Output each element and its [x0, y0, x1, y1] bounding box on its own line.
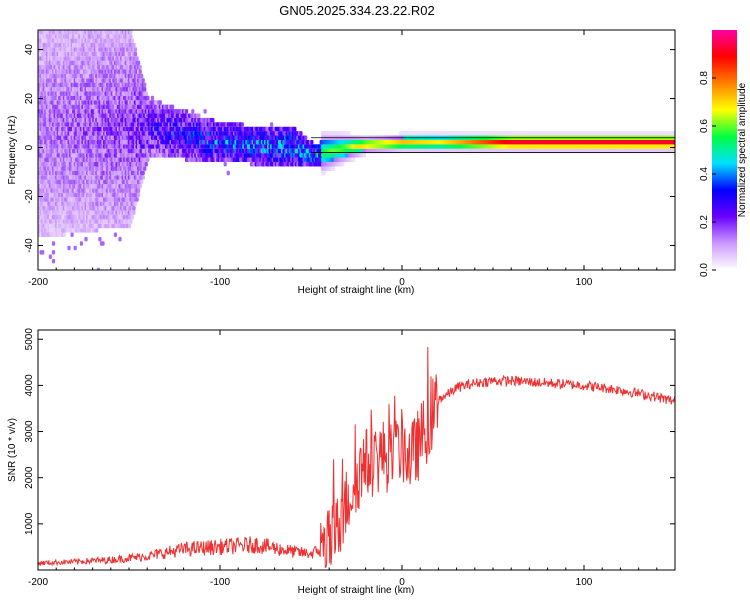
heatmap-cell — [158, 100, 162, 105]
heatmap-cell — [223, 162, 227, 167]
heatmap-cell — [137, 192, 141, 198]
heatmap-cell — [113, 232, 117, 237]
heatmap-cell — [143, 166, 147, 171]
heatmap-cell — [143, 82, 147, 88]
heatmap-cell — [67, 245, 71, 251]
heatmap-cell — [48, 254, 52, 259]
heatmap-cell — [130, 38, 134, 43]
heatmap-cell — [185, 109, 189, 114]
heatmap-cell — [84, 236, 88, 242]
heatmap-cell — [137, 188, 141, 193]
heatmap-cell — [132, 42, 136, 48]
heatmap-cell — [140, 73, 144, 79]
figure-title: GN05.2025.334.23.22.R02 — [279, 3, 434, 18]
heatmap-cell — [270, 122, 274, 127]
heatmap-cell — [135, 197, 139, 202]
heatmap-cell — [352, 157, 356, 162]
heatmap-cell — [137, 60, 141, 66]
heatmap-cell — [70, 232, 74, 237]
heatmap-cell — [171, 104, 175, 110]
heatmap-cell — [146, 157, 150, 162]
heatmap-cell — [79, 241, 83, 246]
heatmap-cell — [127, 223, 131, 229]
heatmap-cell — [73, 245, 77, 251]
heatmap-cell — [132, 210, 136, 215]
heatmap-cell — [51, 258, 56, 264]
heatmap-cell — [133, 47, 138, 52]
heatmap-cell — [129, 34, 133, 39]
heatmap-cell — [96, 267, 100, 270]
heatmap-cell — [140, 179, 144, 185]
heatmap-cell — [95, 228, 99, 233]
heatmap-cell — [51, 250, 56, 255]
heatmap-cell — [226, 170, 230, 176]
heatmap-cell — [98, 236, 102, 242]
heatmap-cell — [118, 236, 122, 242]
heatmap-cell — [240, 122, 244, 127]
heatmap-cell — [141, 175, 145, 180]
heatmap-cell — [203, 109, 207, 114]
heatmap-cell — [150, 95, 155, 101]
heatmap-cell — [322, 170, 326, 176]
heatmap-cell — [51, 241, 56, 246]
heatmap-cell — [138, 69, 142, 74]
heatmap-cell — [141, 170, 145, 176]
heatmap-cell — [347, 131, 351, 136]
heatmap-cell — [331, 166, 336, 171]
heatmap-cell — [138, 65, 142, 70]
heatmap-cell — [304, 135, 308, 140]
heatmap-cell — [133, 201, 138, 207]
heatmap-cell — [143, 87, 147, 92]
spectrogram-heatmap — [38, 30, 675, 270]
heatmap-cell — [211, 117, 215, 123]
heatmap-cell — [132, 206, 136, 211]
heatmap-cell — [144, 162, 148, 167]
heatmap-cell — [191, 109, 195, 114]
heatmap-cell — [62, 232, 66, 237]
heatmap-cell — [141, 78, 145, 83]
heatmap-cell — [146, 95, 150, 101]
heatmap-cell — [130, 214, 134, 220]
heatmap-cell — [135, 56, 139, 61]
heatmap-cell — [144, 91, 148, 96]
heatmap-cell — [299, 131, 303, 136]
heatmap-cell — [133, 51, 138, 57]
heatmap-cell — [129, 219, 133, 224]
heatmap-cell — [138, 184, 142, 189]
heatmap-cell — [362, 153, 367, 158]
heatmap-cell — [310, 139, 314, 145]
heatmap-cell — [41, 250, 45, 255]
heatmap-cell — [197, 113, 201, 118]
heatmap-cell — [101, 241, 105, 246]
heatmap-cell — [341, 162, 345, 167]
heatmap-cell — [293, 126, 297, 132]
